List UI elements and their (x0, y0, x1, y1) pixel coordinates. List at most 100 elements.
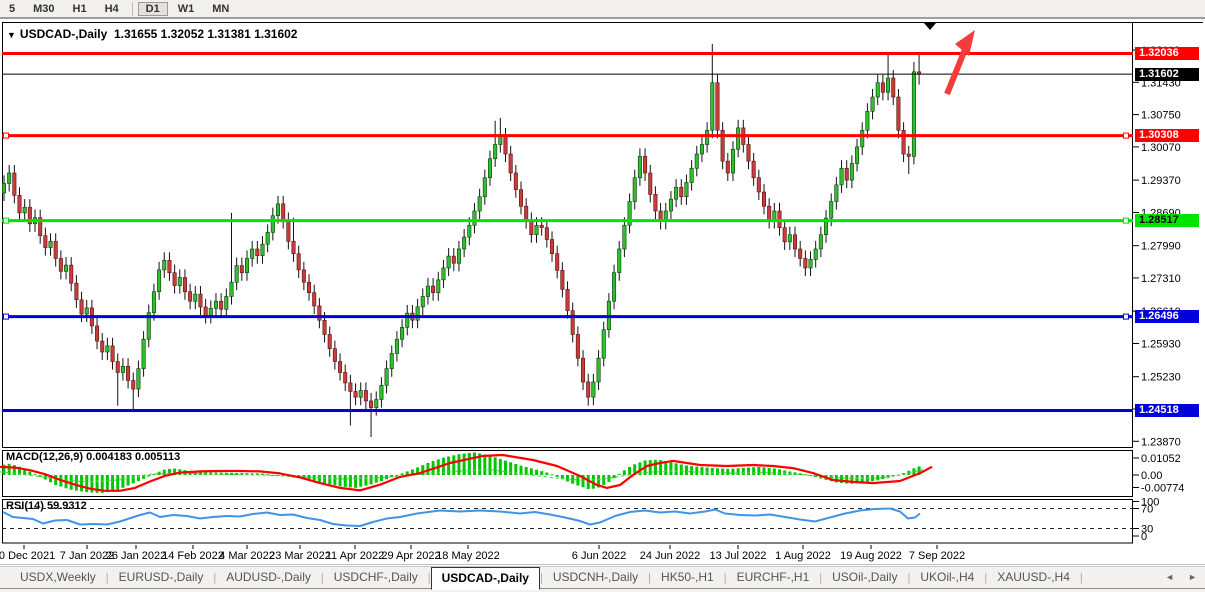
candle-body (487, 158, 492, 179)
macd-histogram-bar (374, 475, 378, 483)
candle-body (855, 146, 860, 164)
candle-body (637, 156, 642, 179)
rsi-panel[interactable] (2, 499, 1133, 544)
macd-histogram-bar (736, 468, 740, 475)
date-label: 4 Mar 2022 (219, 550, 275, 562)
macd-histogram-bar (757, 466, 761, 475)
candle-body (803, 258, 808, 269)
macd-histogram-bar (302, 475, 306, 480)
tab-scroll-nav: ◄ ► (1165, 572, 1197, 582)
price-tick-label: 1.25930 (1141, 338, 1181, 350)
candle-body (369, 400, 374, 408)
main-chart-panel[interactable] (2, 22, 1133, 448)
macd-histogram-bar (783, 470, 787, 475)
level-handle[interactable] (3, 217, 9, 224)
candle-body (348, 382, 353, 392)
macd-histogram-bar (136, 475, 140, 482)
candle-body (581, 357, 586, 383)
macd-histogram-bar (54, 475, 58, 485)
candle-body (772, 210, 777, 221)
candle-body (1, 183, 7, 194)
macd-histogram-bar (307, 475, 311, 481)
macd-histogram-bar (359, 475, 363, 487)
candle-body (224, 296, 229, 310)
timeframe-button-d1[interactable]: D1 (137, 1, 168, 16)
candle-body (213, 300, 218, 309)
chart-shift-marker[interactable] (924, 23, 936, 30)
macd-histogram-bar (803, 474, 807, 476)
candle-body (720, 129, 725, 162)
candle-body (467, 224, 472, 238)
candle-body (17, 195, 22, 214)
timeframe-button-mn[interactable]: MN (212, 2, 230, 15)
rsi-indicator-label: RSI(14) 59.9312 (6, 500, 87, 512)
candle-body (260, 243, 265, 256)
candle-body (787, 234, 792, 243)
level-handle[interactable] (1123, 217, 1129, 224)
macd-histogram-bar (752, 467, 756, 475)
symbol-tab-audusddaily[interactable]: AUDUSD-,Daily (226, 570, 311, 584)
candle-body (860, 129, 865, 148)
candle-body (834, 184, 839, 202)
level-handle[interactable] (1123, 132, 1129, 139)
macd-histogram-bar (741, 467, 745, 475)
symbol-tab-hk50h1[interactable]: HK50-,H1 (661, 570, 714, 584)
macd-histogram-bar (560, 475, 564, 480)
macd-histogram-bar (95, 475, 99, 493)
level-handle[interactable] (1123, 313, 1129, 320)
macd-histogram-bar (488, 455, 492, 475)
macd-histogram-bar (28, 471, 32, 475)
symbol-tab-usoildaily[interactable]: USOil-,Daily (832, 570, 898, 584)
date-label: 18 May 2022 (436, 550, 500, 562)
level-handle[interactable] (3, 313, 9, 320)
symbol-tabbar: USDX,Weekly | EURUSD-,Daily | AUDUSD-,Daily |… (0, 566, 1205, 592)
price-tick-label: 1.30070 (1141, 142, 1181, 154)
symbol-tab-ukoilh4[interactable]: UKOil-,H4 (920, 570, 975, 584)
candle-body (441, 267, 446, 281)
symbol-tab-xauusdh4[interactable]: XAUUSD-,H4 (997, 570, 1070, 584)
candle-body (239, 265, 244, 274)
symbol-tab-eurchfh1[interactable]: EURCHF-,H1 (736, 570, 810, 584)
macd-histogram-bar (266, 474, 270, 476)
symbol-tab-eurusddaily[interactable]: EURUSD-,Daily (118, 570, 204, 584)
tab-separator: | (213, 571, 217, 584)
trend-arrow-head[interactable] (955, 30, 975, 56)
candle-body (415, 306, 420, 321)
macd-histogram-bar (746, 467, 750, 475)
symbol-tab-usdcaddaily[interactable]: USDCAD-,Daily (430, 566, 540, 590)
macd-histogram-bar (38, 475, 42, 477)
candle-body (767, 205, 772, 221)
symbol-tab-usdxweekly[interactable]: USDX,Weekly (20, 570, 96, 584)
price-tick-label: 1.29370 (1141, 175, 1181, 187)
tab-scroll-right-icon[interactable]: ► (1188, 572, 1197, 582)
candle-body (591, 381, 596, 398)
macd-histogram-bar (617, 474, 621, 476)
symbol-menu-icon[interactable]: ▼ (7, 30, 16, 40)
trend-arrow-shaft[interactable] (944, 45, 969, 96)
price-tick-label: 1.25230 (1141, 372, 1181, 384)
symbol-tab-usdchfdaily[interactable]: USDCHF-,Daily (333, 570, 418, 584)
timeframe-button-h1[interactable]: H1 (72, 2, 87, 15)
level-handle[interactable] (3, 132, 9, 139)
timeframe-button-m30[interactable]: M30 (33, 2, 55, 15)
candle-body (705, 129, 710, 145)
symbol-tab-usdcnhdaily[interactable]: USDCNH-,Daily (552, 570, 639, 584)
timeframe-button-5[interactable]: 5 (9, 2, 16, 15)
timeframe-button-w1[interactable]: W1 (177, 2, 195, 15)
candle-body (291, 241, 296, 255)
candle-body (544, 227, 549, 240)
timeframe-button-h4[interactable]: H4 (104, 2, 119, 15)
macd-histogram-bar (328, 475, 332, 485)
price-badge: 1.32036 (1135, 47, 1199, 60)
price-tick-label: 1.27310 (1141, 273, 1181, 285)
macd-tick-label: -0.00774 (1141, 483, 1184, 495)
macd-histogram-bar (524, 466, 528, 475)
macd-histogram-bar (74, 475, 78, 491)
macd-histogram-bar (566, 475, 570, 482)
candle-body (824, 217, 829, 236)
macd-histogram-bar (276, 475, 280, 476)
candle-body (513, 172, 518, 190)
tab-scroll-left-icon[interactable]: ◄ (1165, 572, 1175, 582)
candle-body (674, 186, 679, 200)
